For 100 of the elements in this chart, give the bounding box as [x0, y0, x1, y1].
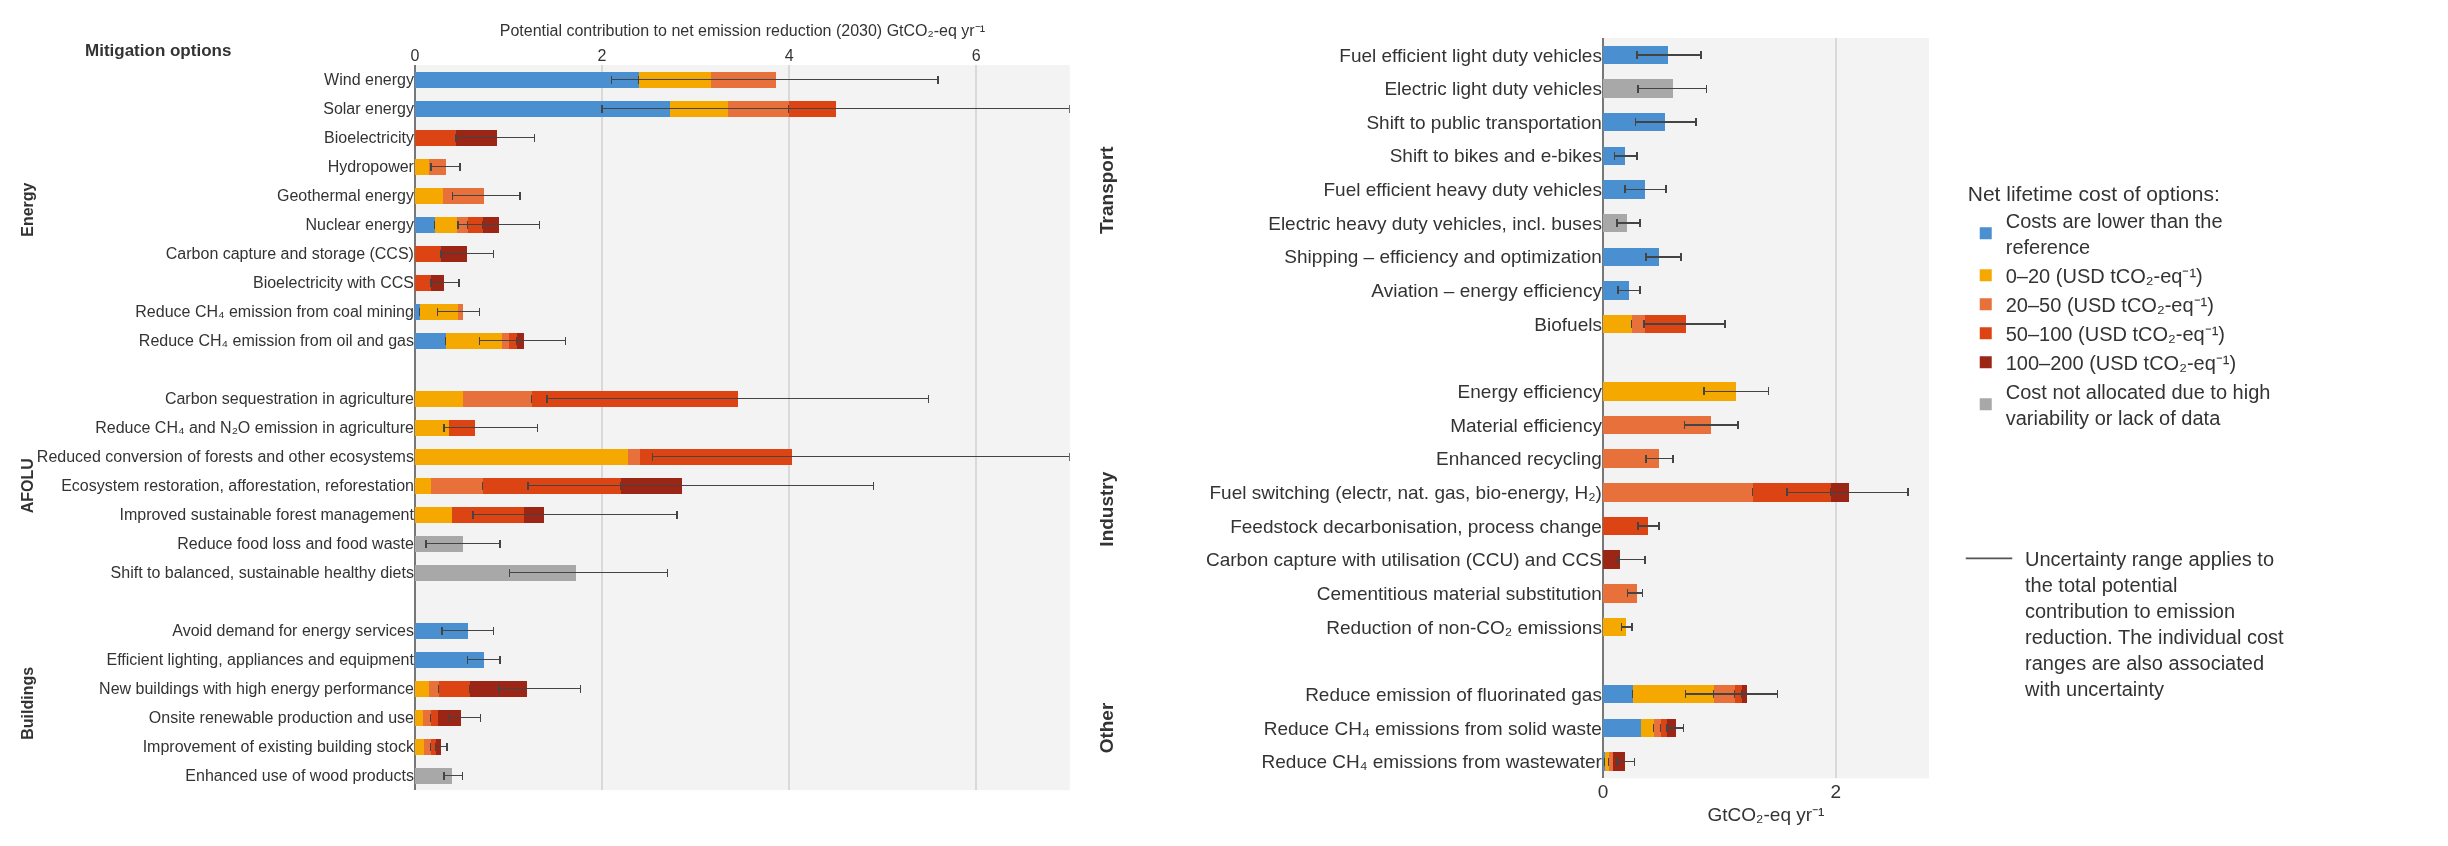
y-tick-label: Bioelectricity	[324, 129, 414, 147]
y-tick-label: Electric heavy duty vehicles, incl. buses	[1268, 212, 1602, 234]
bar	[1602, 516, 1649, 536]
bar	[1641, 718, 1655, 738]
bar	[424, 738, 431, 755]
y-tick-label: Carbon capture with utilisation (CCU) and CCS	[1205, 549, 1602, 571]
bar	[430, 738, 436, 755]
bar	[443, 187, 485, 204]
bar	[1602, 584, 1637, 603]
bar	[1654, 718, 1662, 738]
bar	[414, 100, 671, 117]
x-tick-label: 6	[971, 46, 981, 64]
bar	[483, 216, 500, 233]
y-tick-label: Fuel switching (electr, nat. gas, bio-energy, H₂)	[1209, 481, 1602, 503]
bar	[456, 129, 498, 146]
bar	[414, 274, 431, 291]
bar	[414, 651, 485, 668]
bar	[448, 419, 475, 436]
y-tick-label: Reduce CH₄ emission from oil and gas	[138, 332, 414, 350]
bar	[430, 274, 444, 291]
y-tick-label: Ecosystem restoration, afforestation, reforestation	[61, 477, 414, 495]
bar	[414, 564, 576, 581]
y-tick-label: Energy efficiency	[1457, 381, 1603, 403]
y-tick-label: Enhanced recycling	[1436, 448, 1602, 470]
y-tick-label: Biofuels	[1534, 313, 1602, 335]
bar	[1602, 146, 1626, 166]
text: Other	[1095, 702, 1117, 754]
legend-label: Costs are lower than the reference	[2005, 210, 2223, 259]
legend-label: 0–20 (USD tCO₂-eq⁻¹)	[2005, 265, 2203, 288]
bar	[441, 245, 468, 262]
bar	[414, 477, 431, 494]
y-tick-label: New buildings with high energy performance	[99, 680, 415, 698]
bar	[1753, 483, 1832, 502]
text: Uncertainty range applies to the total potential contribution to emission reduction. The individual cost ranges are also associated with uncertainty	[2024, 548, 2285, 700]
y-tick-label: Hydropower	[327, 158, 415, 176]
bar	[1602, 617, 1627, 637]
bar	[439, 680, 471, 697]
bar	[1661, 718, 1667, 738]
bar	[728, 100, 790, 117]
bar	[468, 216, 484, 233]
text: Mitigation options	[85, 41, 232, 60]
y-tick-label: Material efficiency	[1450, 414, 1603, 436]
bar	[483, 477, 621, 494]
text: Energy	[19, 182, 37, 237]
y-tick-label: Reduction of non-CO₂ emissions	[1326, 616, 1602, 638]
bar	[428, 680, 440, 697]
y-tick-label: Reduce CH₄ emissions from solid waste	[1263, 717, 1602, 739]
x-tick-label: 0	[410, 46, 420, 64]
bar	[414, 448, 629, 465]
text: Transport	[1096, 145, 1118, 234]
bar	[430, 709, 439, 726]
bar	[445, 332, 502, 349]
y-tick-label: Carbon capture and storage (CCS)	[165, 245, 414, 263]
bar	[1602, 314, 1633, 334]
x-tick-label: 0	[1597, 781, 1609, 803]
text: Industry	[1096, 471, 1118, 547]
bar	[531, 390, 738, 407]
y-tick-label: Solar energy	[323, 100, 414, 118]
y-tick-label: Shift to public transportation	[1366, 111, 1602, 133]
y-tick-label: Fuel efficient heavy duty vehicles	[1323, 179, 1602, 201]
y-tick-label: Reduce food loss and food waste	[177, 535, 415, 553]
bar	[1633, 684, 1714, 704]
bar	[414, 332, 446, 349]
bar	[509, 332, 517, 349]
bar	[524, 506, 545, 523]
x-axis-title: Potential contribution to net emission reduction (2030) GtCO₂-eq yr⁻¹	[499, 21, 985, 39]
bar	[1602, 483, 1754, 502]
bar	[414, 622, 469, 639]
bar	[419, 303, 458, 320]
y-tick-label: Nuclear energy	[305, 216, 414, 234]
legend-title: Net lifetime cost of options:	[1967, 181, 2220, 205]
y-tick-label: Cementitious material substitution	[1316, 582, 1602, 604]
bar	[1602, 79, 1673, 98]
bar	[414, 535, 463, 552]
bar	[628, 448, 641, 465]
bar	[1602, 112, 1665, 132]
bar	[414, 303, 420, 320]
bar	[638, 71, 711, 88]
bar	[414, 187, 443, 204]
y-tick-label: Electric light duty vehicles	[1384, 78, 1602, 100]
bar	[414, 738, 425, 755]
bar	[414, 158, 429, 175]
bar	[1602, 45, 1669, 65]
legend-label: Cost not allocated due to high variability or lack of data	[2005, 381, 2271, 430]
y-tick-label: Fuel efficient light duty vehicles	[1339, 44, 1602, 66]
y-tick-label: Wind energy	[324, 71, 414, 89]
y-tick-label: Feedstock decarbonisation, process change	[1230, 515, 1602, 537]
bar	[710, 71, 777, 88]
x-axis-title: GtCO₂-eq yr⁻¹	[1707, 804, 1825, 826]
bar	[423, 709, 431, 726]
bar	[414, 245, 442, 262]
bar	[414, 129, 457, 146]
bar	[1602, 180, 1645, 199]
bar	[1602, 415, 1712, 435]
legend-label: 100–200 (USD tCO₂-eq⁻¹)	[2005, 352, 2237, 375]
bar	[414, 390, 463, 407]
x-tick-label: 2	[597, 46, 607, 64]
text: AFOLU	[18, 458, 36, 514]
text: Buildings	[19, 666, 37, 740]
bar	[1602, 382, 1736, 401]
